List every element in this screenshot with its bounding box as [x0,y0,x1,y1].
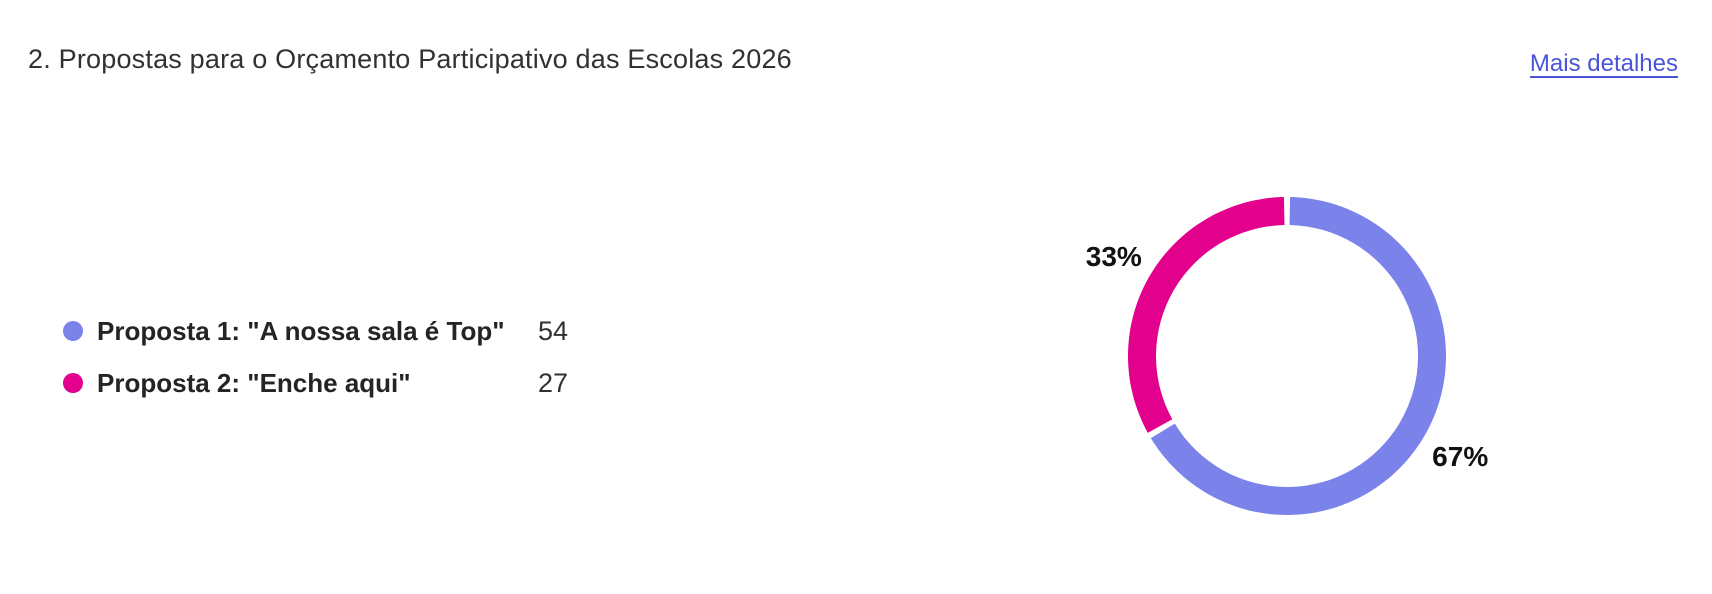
donut-percent-label-2: 33% [1086,241,1142,272]
legend-color-dot [63,321,83,341]
more-details-link[interactable]: Mais detalhes [1529,50,1678,77]
donut-chart: 67% 33% [1086,197,1488,515]
legend-value: 54 [538,315,569,346]
chart-legend: Proposta 1: "A nossa sala é Top" 54 Prop… [63,316,568,398]
legend-item-2: Proposta 2: "Enche aqui" 27 [63,368,568,398]
legend-value: 27 [538,367,569,398]
legend-label: Proposta 2: "Enche aqui" [97,367,411,398]
donut-percent-label-1: 67% [1432,441,1488,472]
question-title: 2. Propostas para o Orçamento Participat… [28,44,792,74]
legend-color-dot [63,373,83,393]
legend-label: Proposta 1: "A nossa sala é Top" [97,315,505,346]
donut-slice-2[interactable] [1128,197,1285,433]
legend-item-1: Proposta 1: "A nossa sala é Top" 54 [63,316,568,346]
